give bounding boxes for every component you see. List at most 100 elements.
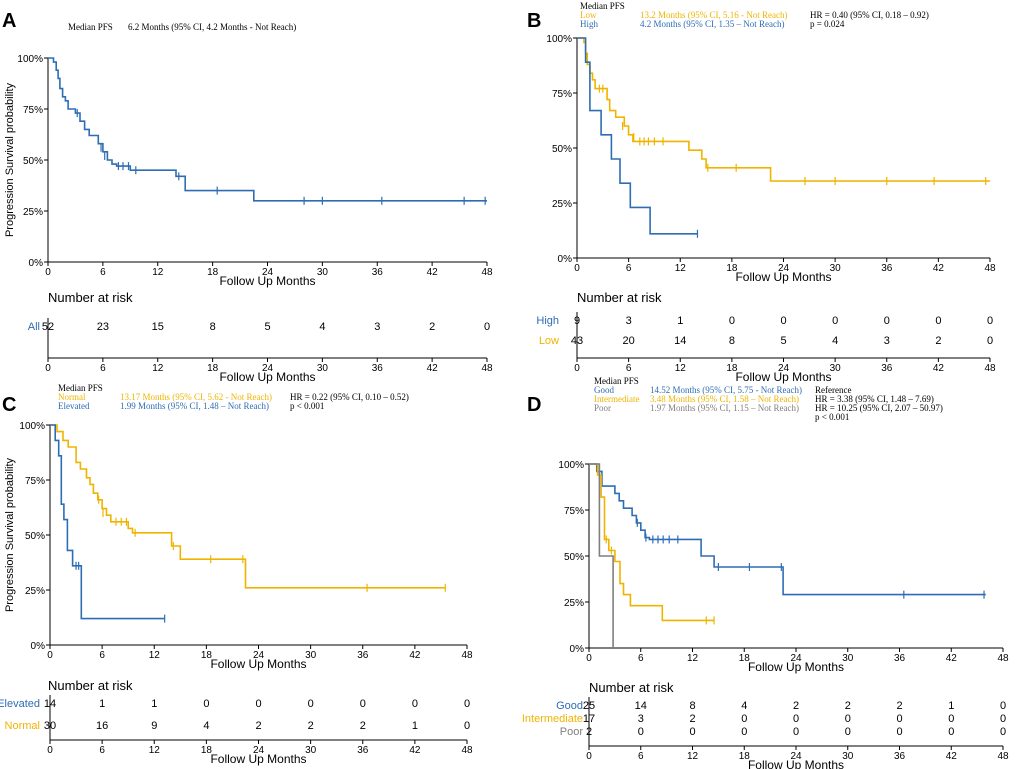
km-curve-elevated	[50, 424, 165, 620]
risk-count: 0	[948, 726, 954, 738]
risk-x-tick-label: 0	[574, 363, 580, 374]
x-tick-label: 6	[100, 267, 106, 278]
risk-count: 0	[987, 315, 993, 327]
y-tick-label: 0%	[570, 644, 585, 655]
risk-count: 25	[583, 700, 595, 712]
x-tick-label: 12	[149, 650, 161, 661]
risk-x-tick-label: 48	[984, 363, 996, 374]
legend-median-text: 1.99 Months (95% CI, 1.48 – Not Reach)	[120, 401, 269, 411]
risk-x-tick-label: 24	[253, 745, 265, 756]
x-tick-label: 42	[946, 653, 958, 664]
legend-title: Median PFS	[68, 22, 113, 32]
panel-a: A Median PFS 6.2 Months (95% CI, 4.2 Month…	[2, 10, 493, 384]
panel-letter: D	[527, 394, 541, 416]
x-tick-label: 0	[586, 653, 592, 664]
x-tick-label: 30	[305, 650, 317, 661]
x-tick-label: 24	[262, 267, 274, 278]
x-tick-label: 48	[481, 267, 493, 278]
risk-x-tick-label: 42	[427, 363, 439, 374]
y-tick-label: 50%	[552, 144, 572, 155]
risk-x-tick-label: 18	[201, 745, 213, 756]
legend-label: High	[580, 19, 599, 29]
risk-count: 3	[884, 335, 890, 347]
km-curve-low	[577, 37, 990, 182]
legend-title: Median PFS	[58, 383, 103, 393]
y-tick-label: 100%	[19, 421, 45, 432]
risk-row-label: High	[536, 315, 559, 327]
legend-label: Normal	[58, 392, 86, 402]
risk-count: 0	[832, 315, 838, 327]
risk-count: 0	[203, 698, 209, 710]
risk-count: 0	[464, 698, 470, 710]
risk-count: 4	[741, 700, 747, 712]
x-tick-label: 36	[894, 653, 906, 664]
risk-count: 43	[571, 335, 583, 347]
risk-x-tick-label: 30	[317, 363, 329, 374]
risk-count: 9	[151, 720, 157, 732]
risk-count: 52	[42, 321, 54, 333]
risk-x-tick-label: 36	[372, 363, 384, 374]
y-tick-label: 50%	[25, 531, 45, 542]
x-tick-label: 48	[997, 653, 1009, 664]
risk-x-tick-label: 24	[790, 751, 802, 762]
risk-count: 1	[677, 315, 683, 327]
risk-count: 2	[689, 713, 695, 725]
risk-count: 17	[583, 713, 595, 725]
x-tick-label: 6	[638, 653, 644, 664]
risk-count: 30	[44, 720, 56, 732]
km-curve-high	[577, 37, 698, 235]
legend-median-text: 14.52 Months (95% CI, 5.75 - Not Reach)	[650, 385, 802, 395]
y-tick-label: 75%	[564, 506, 584, 517]
risk-x-tick-label: 12	[675, 363, 687, 374]
risk-x-tick-label: 48	[481, 363, 493, 374]
risk-count: 0	[729, 315, 735, 327]
risk-x-tick-label: 42	[946, 751, 958, 762]
risk-count: 2	[793, 700, 799, 712]
legend-label: Good	[594, 385, 614, 395]
risk-x-axis-label: Follow Up Months	[748, 758, 844, 769]
risk-count: 5	[264, 321, 270, 333]
risk-count: 9	[574, 315, 580, 327]
panel-letter: C	[2, 394, 16, 416]
x-tick-label: 30	[830, 263, 842, 274]
risk-x-tick-label: 30	[305, 745, 317, 756]
risk-x-axis-label: Follow Up Months	[219, 370, 315, 384]
risk-count: 0	[884, 315, 890, 327]
y-axis-label: Progression Survival probability	[4, 457, 16, 612]
y-tick-label: 25%	[25, 586, 45, 597]
risk-x-tick-label: 36	[894, 751, 906, 762]
risk-count: 14	[674, 335, 686, 347]
km-curve-poor	[589, 463, 614, 648]
legend-median-text: 13.2 Months (95% CI, 5.16 - Not Reach)	[640, 10, 787, 20]
risk-x-axis-label: Follow Up Months	[210, 752, 306, 766]
risk-row-label: Low	[539, 335, 559, 347]
risk-count: 4	[319, 321, 325, 333]
y-tick-label: 100%	[546, 34, 572, 45]
risk-x-tick-label: 6	[100, 363, 106, 374]
x-tick-label: 0	[45, 267, 51, 278]
x-tick-label: 0	[47, 650, 53, 661]
risk-x-tick-label: 30	[830, 363, 842, 374]
risk-count: 0	[793, 713, 799, 725]
x-tick-label: 18	[201, 650, 213, 661]
risk-count: 0	[741, 726, 747, 738]
risk-x-tick-label: 0	[45, 363, 51, 374]
panel-letter: B	[527, 10, 541, 32]
risk-x-tick-label: 18	[739, 751, 751, 762]
risk-row-label: Intermediate	[522, 713, 583, 725]
risk-count: 0	[845, 713, 851, 725]
km-curve-intermediate	[589, 463, 715, 622]
stat-text: HR = 0.40 (95% CI, 0.18 – 0.92)	[810, 10, 929, 20]
y-tick-label: 25%	[23, 207, 43, 218]
risk-count: 0	[987, 335, 993, 347]
y-tick-label: 0%	[558, 254, 573, 265]
risk-count: 0	[360, 698, 366, 710]
x-tick-label: 18	[739, 653, 751, 664]
risk-count: 0	[780, 315, 786, 327]
km-curve-normal	[50, 424, 446, 589]
risk-x-tick-label: 24	[262, 363, 274, 374]
legend-label: Intermediate	[594, 394, 639, 404]
risk-count: 0	[1000, 713, 1006, 725]
